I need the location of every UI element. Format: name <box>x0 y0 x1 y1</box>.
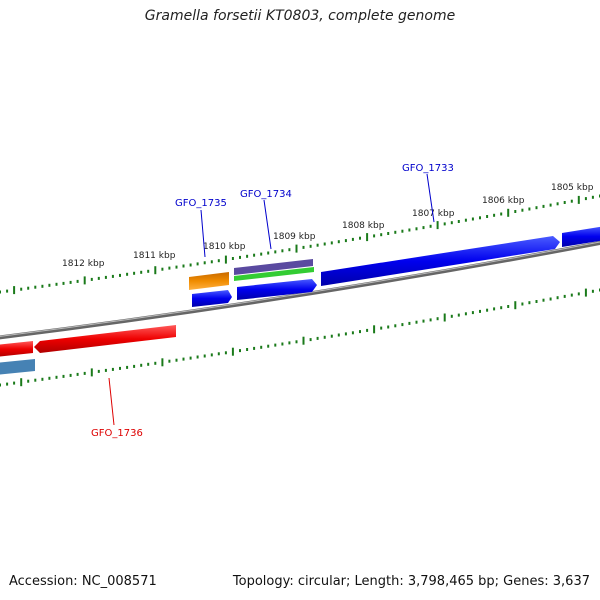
gene-arrow[interactable] <box>562 226 600 247</box>
genome-backbone-highlight <box>0 241 600 337</box>
leader-line <box>426 173 435 223</box>
forward-strand-features <box>189 226 600 307</box>
leader-line <box>108 377 115 426</box>
map-title: Gramella forsetii KT0803, complete genom… <box>144 8 456 24</box>
gene-label-gfo-1733[interactable]: GFO_1733 <box>402 163 454 174</box>
gene-arrow[interactable] <box>34 325 176 353</box>
genome-summary-text: Topology: circular; Length: 3,798,465 bp… <box>232 574 590 589</box>
gene-block-green[interactable] <box>234 267 314 281</box>
scale-label: 1805 kbp <box>551 183 594 193</box>
scale-ticks-upper <box>0 194 600 295</box>
genome-backbone <box>0 240 600 340</box>
scale-label: 1806 kbp <box>482 196 525 206</box>
gene-arrow[interactable] <box>237 279 317 300</box>
gene-block-orange[interactable] <box>189 272 229 290</box>
scale-label: 1811 kbp <box>133 251 176 261</box>
gene-label-gfo-1736[interactable]: GFO_1736 <box>91 428 143 439</box>
gene-block-purple[interactable] <box>234 259 313 275</box>
leader-line <box>200 209 206 258</box>
gene-label-gfo-1735[interactable]: GFO_1735 <box>175 198 227 209</box>
gene-block-steelblue[interactable] <box>0 359 35 375</box>
gene-label-gfo-1734[interactable]: GFO_1734 <box>240 189 292 200</box>
accession-text: Accession: NC_008571 <box>9 574 157 589</box>
leader-line <box>263 199 272 250</box>
scale-label: 1807 kbp <box>412 209 455 219</box>
reverse-strand-features <box>0 325 176 375</box>
gene-arrow[interactable] <box>192 290 232 307</box>
gene-arrow[interactable] <box>321 236 560 286</box>
scale-label: 1810 kbp <box>203 242 246 252</box>
gene-labels: GFO_1735 GFO_1734 GFO_1733 GFO_1736 <box>91 163 454 439</box>
scale-ticks-lower <box>0 288 600 387</box>
gene-arrow[interactable] <box>0 341 33 357</box>
scale-label: 1809 kbp <box>273 232 316 242</box>
scale-labels: 1812 kbp 1811 kbp 1810 kbp 1809 kbp 1808… <box>62 183 594 269</box>
scale-label: 1808 kbp <box>342 221 385 231</box>
scale-label: 1812 kbp <box>62 259 105 269</box>
